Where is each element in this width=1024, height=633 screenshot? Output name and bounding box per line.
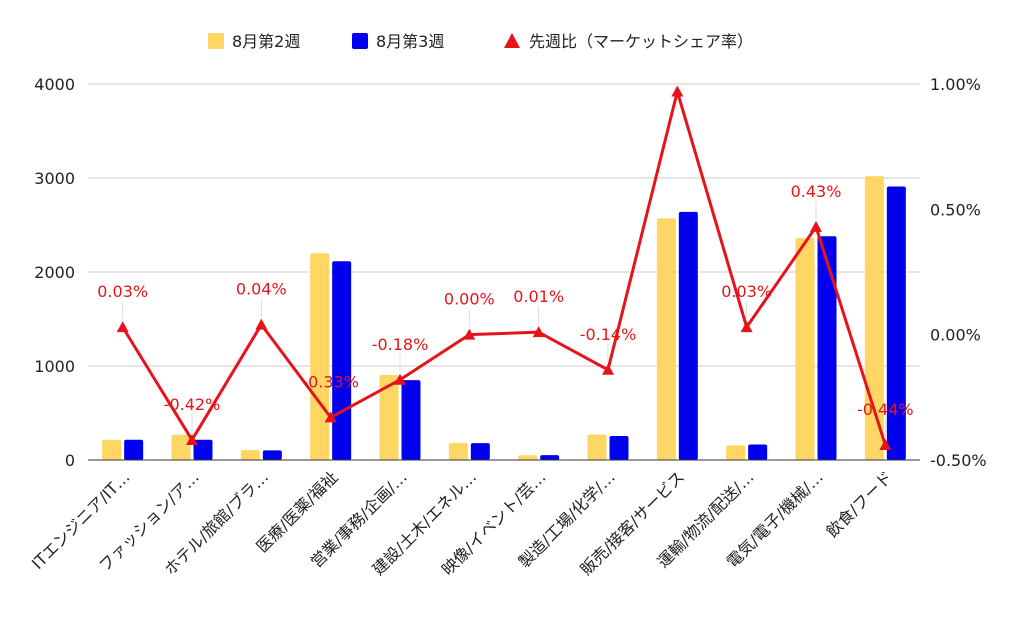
bar-week3 <box>401 380 421 460</box>
left-tick-label: 0 <box>65 451 75 470</box>
category-labels: ITエンジニア/IT…ファッション/ア…ホテル/旅館/ブラ…医療/医薬/福祉営業… <box>28 467 896 579</box>
data-label: 0.01% <box>513 287 564 306</box>
data-label: -0.33% <box>302 372 359 391</box>
legend-label: 8月第2週 <box>232 32 300 51</box>
left-tick-label: 3000 <box>34 169 75 188</box>
data-label: -0.42% <box>164 395 221 414</box>
legend[interactable]: 8月第2週 8月第3週 先週比（マーケットシェア率） <box>208 32 753 51</box>
line-point-marker <box>116 321 129 333</box>
category-label: 飲食/フード <box>822 467 896 541</box>
bar-week2 <box>795 238 815 460</box>
left-tick-label: 1000 <box>34 357 75 376</box>
right-tick-label: 0.00% <box>930 326 981 345</box>
legend-label: 先週比（マーケットシェア率） <box>529 32 753 51</box>
bar-week3 <box>193 439 213 460</box>
right-tick-label: 0.50% <box>930 200 981 219</box>
data-label: 0.04% <box>236 280 287 299</box>
line-point-marker <box>810 220 822 232</box>
left-axis-ticks: 0 1000 2000 3000 4000 <box>34 75 75 470</box>
line-point-marker <box>671 85 684 97</box>
data-label: 0.03% <box>721 282 772 301</box>
bar-week2 <box>102 439 122 460</box>
bar-week3 <box>470 443 490 460</box>
bar-week3 <box>124 439 144 460</box>
line-series: 0.03% -0.42% 0.04% -0.33% -0.18% 0.00% 0.01% -0… <box>97 85 914 450</box>
legend-swatch <box>208 33 224 49</box>
data-label: -0.18% <box>372 335 429 354</box>
market-share-line <box>121 90 887 446</box>
bar-week3 <box>262 450 282 460</box>
right-tick-label: -0.50% <box>930 451 987 470</box>
bar-week2 <box>864 176 884 460</box>
line-point-marker <box>324 411 337 423</box>
line-point-marker <box>740 321 753 333</box>
legend-swatch <box>352 33 368 49</box>
bar-week2 <box>726 445 746 460</box>
data-label: 0.03% <box>97 282 148 301</box>
left-tick-label: 4000 <box>34 75 75 94</box>
bar-week2 <box>448 443 468 460</box>
line-point-marker <box>255 318 268 330</box>
line-point-marker <box>879 438 892 450</box>
bar-week2 <box>656 218 676 460</box>
bar-week3 <box>817 236 837 460</box>
legend-triangle-icon <box>504 33 520 48</box>
data-label: 0.43% <box>791 182 842 201</box>
line-point-marker <box>186 433 198 445</box>
line-point-marker <box>394 373 406 385</box>
data-label: -0.44% <box>857 400 914 419</box>
bar-week2 <box>518 455 538 460</box>
legend-label: 8月第3週 <box>376 32 444 51</box>
line-point-marker <box>602 363 614 375</box>
bar-week2 <box>310 253 330 460</box>
bar-week3 <box>748 444 768 460</box>
line-point-marker <box>463 328 476 340</box>
bar-week2 <box>379 374 399 460</box>
left-tick-label: 2000 <box>34 263 75 282</box>
bar-week3 <box>332 261 352 460</box>
bar-week3 <box>678 211 698 460</box>
data-label: 0.00% <box>444 290 495 309</box>
bar-week2 <box>240 450 260 460</box>
bar-week3 <box>886 186 906 460</box>
line-point-marker <box>532 326 545 338</box>
bar-week3 <box>609 436 629 460</box>
bar-week2 <box>171 434 191 460</box>
right-axis-ticks: -0.50% 0.00% 0.50% 1.00% <box>930 75 987 470</box>
right-tick-label: 1.00% <box>930 75 981 94</box>
bar-week2 <box>587 434 607 460</box>
bar-week3 <box>540 455 560 460</box>
data-label: -0.14% <box>580 325 637 344</box>
bars <box>102 176 906 460</box>
